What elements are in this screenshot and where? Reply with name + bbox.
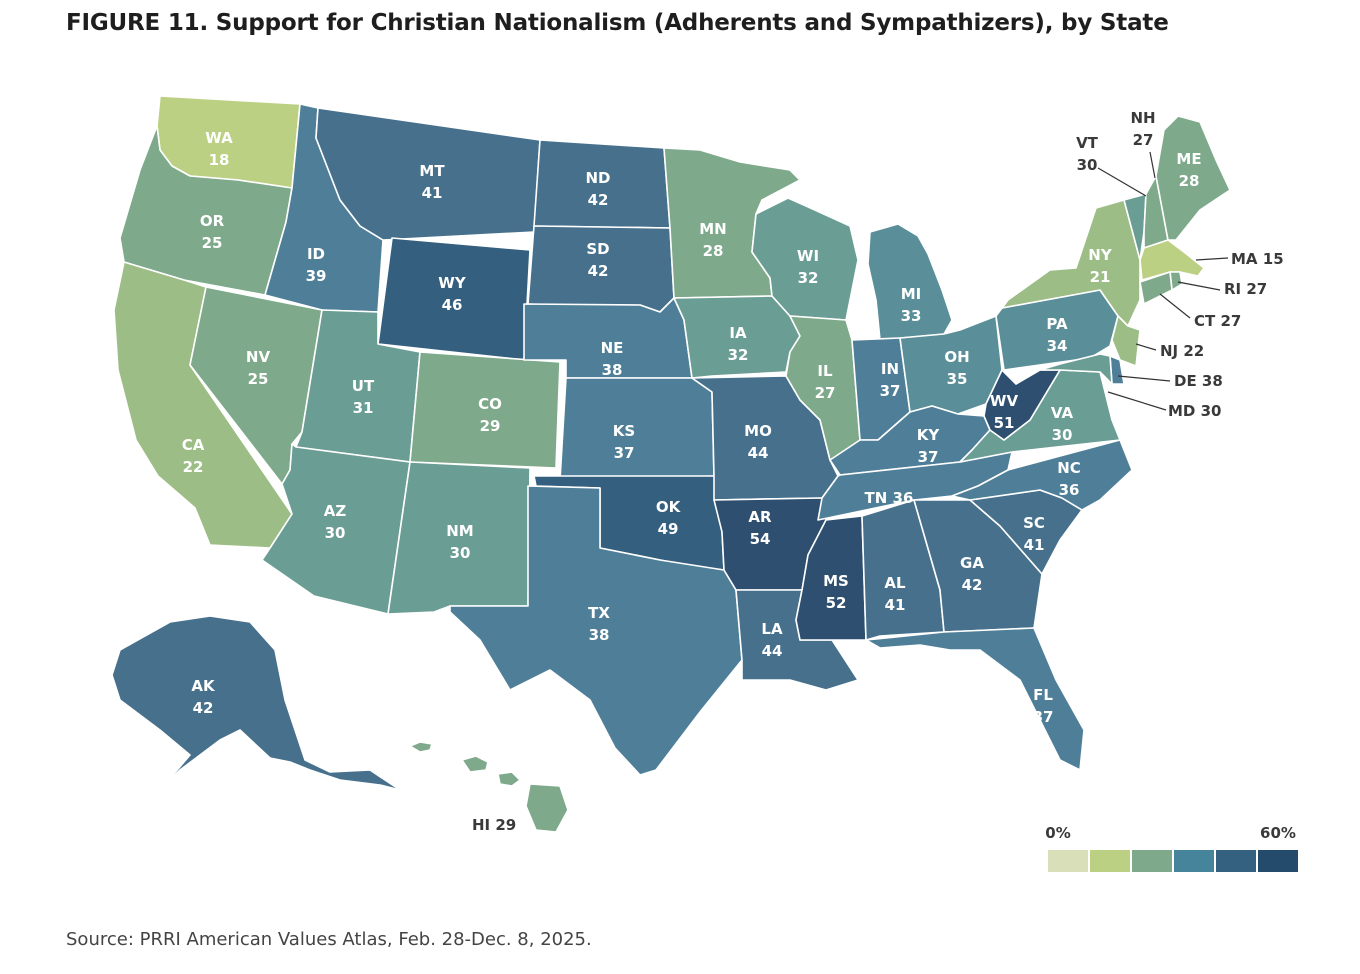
state-label-ma: MA 15 bbox=[1231, 250, 1284, 268]
legend-max-label: 60% bbox=[1260, 824, 1296, 842]
state-label-ky: KY 37 bbox=[917, 426, 941, 466]
state-label-ks: KS 37 bbox=[613, 422, 635, 462]
state-fl bbox=[865, 627, 1085, 771]
state-label-or: OR 25 bbox=[200, 212, 225, 252]
state-label-mo: MO 44 bbox=[744, 422, 772, 462]
state-md bbox=[1039, 353, 1113, 385]
state-label-co: CO 29 bbox=[478, 395, 502, 435]
leader-line bbox=[1195, 257, 1229, 261]
state-label-vt: VT 30 bbox=[1076, 134, 1099, 174]
state-tx bbox=[449, 485, 743, 776]
state-mi bbox=[867, 223, 953, 341]
state-nj bbox=[1111, 315, 1141, 367]
state-ks bbox=[559, 377, 715, 481]
legend-swatch bbox=[1174, 850, 1214, 872]
leader-line bbox=[1135, 343, 1157, 351]
state-label-il: IL 27 bbox=[815, 362, 836, 402]
state-label-ak: AK 42 bbox=[191, 677, 216, 717]
state-label-ia: IA 32 bbox=[728, 324, 749, 364]
state-label-nc: NC 36 bbox=[1057, 459, 1081, 499]
state-label-nd: ND 42 bbox=[585, 169, 610, 209]
state-label-ca: CA 22 bbox=[182, 436, 205, 476]
state-label-va: VA 30 bbox=[1051, 404, 1074, 444]
state-label-az: AZ 30 bbox=[324, 502, 347, 542]
legend-swatch bbox=[1258, 850, 1298, 872]
state-label-mi: MI 33 bbox=[901, 285, 922, 325]
state-label-id: ID 39 bbox=[306, 245, 327, 285]
state-label-tn: TN 36 bbox=[865, 489, 914, 507]
state-label-wy: WY 46 bbox=[438, 274, 467, 314]
state-label-la: LA 44 bbox=[761, 620, 783, 660]
leader-line bbox=[1159, 293, 1191, 319]
leader-line bbox=[1097, 167, 1147, 197]
state-label-in: IN 37 bbox=[880, 360, 901, 400]
legend-min-label: 0% bbox=[1045, 824, 1070, 842]
state-label-mt: MT 41 bbox=[419, 162, 445, 202]
state-label-ok: OK 49 bbox=[656, 498, 682, 538]
leader-line bbox=[1177, 281, 1221, 291]
state-label-sd: SD 42 bbox=[586, 240, 609, 280]
state-label-oh: OH 35 bbox=[944, 348, 969, 388]
state-ny bbox=[1001, 199, 1141, 327]
state-ct bbox=[1139, 271, 1173, 305]
state-label-nm: NM 30 bbox=[446, 522, 473, 562]
state-label-wv: WV 51 bbox=[990, 392, 1019, 432]
legend-swatch bbox=[1132, 850, 1172, 872]
state-label-nj: NJ 22 bbox=[1160, 342, 1204, 360]
color-legend: 0% 60% bbox=[1045, 824, 1298, 872]
state-label-me: ME 28 bbox=[1176, 150, 1201, 190]
state-nc bbox=[951, 439, 1133, 511]
source-note: Source: PRRI American Values Atlas, Feb.… bbox=[66, 929, 592, 950]
state-label-nh: NH 27 bbox=[1130, 109, 1155, 149]
state-label-pa: PA 34 bbox=[1046, 315, 1068, 355]
state-ms bbox=[795, 515, 867, 641]
state-label-de: DE 38 bbox=[1174, 372, 1223, 390]
leader-line bbox=[1107, 391, 1167, 411]
state-label-ar: AR 54 bbox=[748, 508, 772, 548]
state-label-ms: MS 52 bbox=[823, 572, 849, 612]
figure-title: FIGURE 11. Support for Christian Nationa… bbox=[66, 10, 1169, 36]
leader-line bbox=[1149, 151, 1156, 179]
state-label-md: MD 30 bbox=[1168, 402, 1221, 420]
state-label-al: AL 41 bbox=[884, 574, 906, 614]
state-label-sc: SC 41 bbox=[1023, 514, 1045, 554]
state-co bbox=[409, 351, 561, 469]
state-label-ri: RI 27 bbox=[1224, 280, 1267, 298]
state-label-wa: WA 18 bbox=[205, 129, 233, 169]
state-label-ut: UT 31 bbox=[352, 377, 375, 417]
leader-line bbox=[1117, 375, 1171, 382]
state-label-tx: TX 38 bbox=[588, 604, 610, 644]
state-label-nv: NV 25 bbox=[246, 348, 271, 388]
legend-swatch bbox=[1048, 850, 1088, 872]
legend-swatch bbox=[1216, 850, 1256, 872]
state-label-ny: NY 21 bbox=[1088, 246, 1113, 286]
state-label-ga: GA 42 bbox=[960, 554, 984, 594]
state-label-ne: NE 38 bbox=[601, 339, 624, 379]
state-il bbox=[785, 315, 861, 463]
state-label-ct: CT 27 bbox=[1194, 312, 1241, 330]
state-ak bbox=[111, 615, 401, 813]
legend-swatch bbox=[1090, 850, 1130, 872]
state-label-wi: WI 32 bbox=[797, 247, 819, 287]
state-me bbox=[1155, 115, 1231, 241]
state-label-fl: FL 37 bbox=[1033, 686, 1054, 726]
state-label-hi: HI 29 bbox=[472, 816, 516, 834]
state-label-mn: MN 28 bbox=[699, 220, 726, 260]
state-hi bbox=[409, 741, 569, 833]
